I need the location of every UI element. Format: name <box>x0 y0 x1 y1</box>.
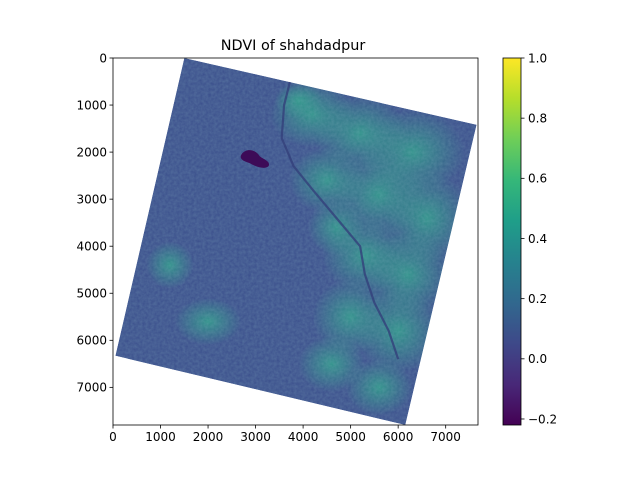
x-tick-label: 0 <box>109 430 117 444</box>
x-tick-label: 4000 <box>288 430 319 444</box>
ndvi-raster <box>115 58 477 425</box>
colorbar-tick-label: 0.2 <box>528 292 547 306</box>
plot-frame <box>112 57 479 426</box>
x-axis: 0 1000 2000 3000 4000 5000 6000 7000 <box>109 425 461 444</box>
colorbar-tick-label: −0.2 <box>528 412 557 426</box>
y-tick-label: 4000 <box>76 240 107 254</box>
water-body <box>240 150 270 168</box>
colorbar-tick-label: 1.0 <box>528 51 547 65</box>
colorbar-tick-label: 0.4 <box>528 232 547 246</box>
river-channel <box>280 76 400 360</box>
y-tick-label: 7000 <box>76 381 107 395</box>
x-tick-label: 1000 <box>145 430 176 444</box>
x-tick-label: 7000 <box>430 430 461 444</box>
y-tick-label: 0 <box>99 51 107 65</box>
colorbar-axis: −0.2 0.0 0.2 0.4 0.6 0.8 1.0 <box>521 51 557 426</box>
y-tick-label: 1000 <box>76 98 107 112</box>
y-tick-label: 3000 <box>76 192 107 206</box>
x-tick-label: 5000 <box>335 430 366 444</box>
colorbar-tick-label: 0.6 <box>528 172 547 186</box>
y-axis: 0 1000 2000 3000 4000 5000 6000 7000 <box>76 51 113 395</box>
x-tick-label: 6000 <box>383 430 414 444</box>
colorbar <box>502 57 522 426</box>
raster-texture <box>115 58 477 425</box>
x-tick-label: 3000 <box>240 430 271 444</box>
x-tick-label: 2000 <box>193 430 224 444</box>
colorbar-tick-label: 0.8 <box>528 111 547 125</box>
y-tick-label: 2000 <box>76 145 107 159</box>
chart-title: NDVI of shahdadpur <box>221 38 366 54</box>
y-tick-label: 5000 <box>76 287 107 301</box>
y-tick-label: 6000 <box>76 334 107 348</box>
colorbar-tick-label: 0.0 <box>528 352 547 366</box>
